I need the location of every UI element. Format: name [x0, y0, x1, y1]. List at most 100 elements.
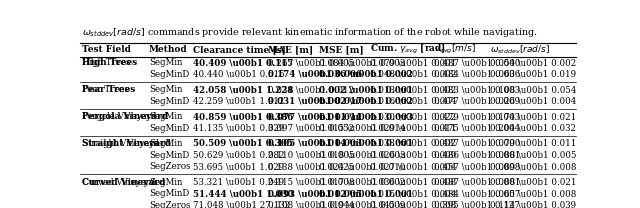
Text: High Trees: High Trees [82, 58, 131, 67]
Text: 40.440 \u00b1 0.515: 40.440 \u00b1 0.515 [193, 70, 284, 79]
Text: 0.065 \u00b1 0.008: 0.065 \u00b1 0.008 [490, 189, 576, 198]
Text: 0.024 \u00b1 0.010: 0.024 \u00b1 0.010 [319, 162, 406, 171]
Text: 0.013 \u00b1 0.002: 0.013 \u00b1 0.002 [370, 85, 456, 94]
Text: SegMinD: SegMinD [149, 124, 189, 133]
Text: Pergola Vineyard: Pergola Vineyard [82, 112, 157, 121]
Text: MSE [m]: MSE [m] [319, 45, 364, 54]
Text: 40.409 \u00b1 0.117: 40.409 \u00b1 0.117 [193, 58, 293, 67]
Text: 0.138 \u00b1 0.025: 0.138 \u00b1 0.025 [268, 162, 354, 171]
Text: 0.174 \u00b1 0.006: 0.174 \u00b1 0.006 [268, 70, 362, 79]
Text: 0.045 \u00b1 0.008: 0.045 \u00b1 0.008 [370, 201, 456, 208]
Text: 0.002 \u00b1 0.001: 0.002 \u00b1 0.001 [319, 85, 413, 94]
Text: 0.486 \u00b1 0.001: 0.486 \u00b1 0.001 [434, 151, 520, 160]
Text: 40.859 \u00b1 0.386: 40.859 \u00b1 0.386 [193, 112, 293, 121]
Text: 0.108 \u00b1 0.054: 0.108 \u00b1 0.054 [490, 85, 576, 94]
Text: 0.487 \u00b1 0.000: 0.487 \u00b1 0.000 [434, 58, 520, 67]
Text: 0.033 \u00b1 0.002: 0.033 \u00b1 0.002 [370, 139, 456, 148]
Text: 0.015 \u00b1 0.014: 0.015 \u00b1 0.014 [319, 124, 406, 133]
Text: 42.058 \u00b1 1.228: 42.058 \u00b1 1.228 [193, 85, 293, 94]
Text: 0.029 \u00b1 0.011: 0.029 \u00b1 0.011 [370, 124, 456, 133]
Text: 0.016 \u00b1 0.004: 0.016 \u00b1 0.004 [370, 97, 456, 106]
Text: SegMin: SegMin [149, 85, 182, 94]
Text: $\omega_{stddev}[rad/s]$ commands provide relevant kinematic information of the : $\omega_{stddev}[rad/s]$ commands provid… [83, 26, 538, 39]
Text: 0.110 \u00b1 0.005: 0.110 \u00b1 0.005 [268, 151, 355, 160]
Text: 0.114 \u00b1 0.039: 0.114 \u00b1 0.039 [490, 201, 576, 208]
Text: 0.475 \u00b1 0.004: 0.475 \u00b1 0.004 [434, 124, 520, 133]
Text: 0.079 \u00b1 0.001: 0.079 \u00b1 0.001 [370, 58, 456, 67]
Text: 0.487 \u00b1 0.000: 0.487 \u00b1 0.000 [434, 139, 520, 148]
Text: 0.030 \u00b1 0.022: 0.030 \u00b1 0.022 [370, 112, 456, 121]
Text: 0.088 \u00b1 0.005: 0.088 \u00b1 0.005 [490, 151, 576, 160]
Text: 51.444 \u00b1 1.030: 51.444 \u00b1 1.030 [193, 189, 293, 198]
Text: SegZeros: SegZeros [149, 201, 191, 208]
Text: SegMinD: SegMinD [149, 189, 189, 198]
Text: 0.483 \u00b1 0.003: 0.483 \u00b1 0.003 [434, 85, 520, 94]
Text: 0.027 \u00b1 0.004: 0.027 \u00b1 0.004 [370, 162, 456, 171]
Text: 0.108 \u00b1 0.044: 0.108 \u00b1 0.044 [268, 201, 355, 208]
Text: 0.484 \u00b1 0.007: 0.484 \u00b1 0.007 [434, 189, 520, 198]
Text: SegMin: SegMin [149, 139, 182, 148]
Text: SegMin: SegMin [149, 58, 182, 67]
Text: 0.036 \u00b1 0.008: 0.036 \u00b1 0.008 [370, 178, 456, 187]
Text: 0.015 \u00b1 0.004: 0.015 \u00b1 0.004 [370, 189, 456, 198]
Text: 0.089 \u00b1 0.008: 0.089 \u00b1 0.008 [490, 162, 576, 171]
Text: 42.259 \u00b1 1.912: 42.259 \u00b1 1.912 [193, 97, 284, 106]
Text: 0.115 \u00b1 0.008: 0.115 \u00b1 0.008 [268, 178, 355, 187]
Text: 50.629 \u00b1 0.282: 50.629 \u00b1 0.282 [193, 151, 284, 160]
Text: 0.093 \u00b1 0.005: 0.093 \u00b1 0.005 [268, 189, 362, 198]
Text: 0.174 \u00b1 0.021: 0.174 \u00b1 0.021 [490, 112, 576, 121]
Text: 0.011 \u00b1 0.003: 0.011 \u00b1 0.003 [319, 112, 413, 121]
Text: Method: Method [149, 45, 188, 54]
Text: $v_{avg}[m/s]$: $v_{avg}[m/s]$ [434, 43, 476, 56]
Text: Curved Vineyard: Curved Vineyard [82, 178, 165, 187]
Text: 0.063 \u00b1 0.019: 0.063 \u00b1 0.019 [490, 70, 576, 79]
Text: 71.048 \u00b1 27.132: 71.048 \u00b1 27.132 [193, 201, 289, 208]
Text: 0.204 \u00b1 0.032: 0.204 \u00b1 0.032 [490, 124, 576, 133]
Text: 0.017 \u00b1 0.002: 0.017 \u00b1 0.002 [319, 178, 406, 187]
Text: Pear Trees: Pear Trees [82, 85, 135, 94]
Text: 0.477 \u00b1 0.009: 0.477 \u00b1 0.009 [434, 97, 520, 106]
Text: Pear Trees: Pear Trees [82, 85, 129, 94]
Text: 53.695 \u00b1 1.029: 53.695 \u00b1 1.029 [193, 162, 284, 171]
Text: 0.484 \u00b1 0.006: 0.484 \u00b1 0.006 [434, 70, 520, 79]
Text: 0.097 \u00b1 0.052: 0.097 \u00b1 0.052 [268, 124, 354, 133]
Text: 0.002 \u00b1 0.002: 0.002 \u00b1 0.002 [319, 97, 413, 106]
Text: 0.077 \u00b1 0.011: 0.077 \u00b1 0.011 [268, 112, 362, 121]
Text: 0.457 \u00b1 0.008: 0.457 \u00b1 0.008 [434, 162, 520, 171]
Text: SegMinD: SegMinD [149, 70, 189, 79]
Text: SegZeros: SegZeros [149, 162, 191, 171]
Text: 0.079 \u00b1 0.011: 0.079 \u00b1 0.011 [490, 139, 576, 148]
Text: Straight Vineyard: Straight Vineyard [82, 139, 159, 148]
Text: 53.321 \u00b1 0.249: 53.321 \u00b1 0.249 [193, 178, 284, 187]
Text: 0.088 \u00b1 0.021: 0.088 \u00b1 0.021 [490, 178, 576, 187]
Text: 0.036 \u00b1 0.002: 0.036 \u00b1 0.002 [319, 70, 413, 79]
Text: 0.014 \u00b1 0.001: 0.014 \u00b1 0.001 [319, 139, 413, 148]
Text: 0.054 \u00b1 0.002: 0.054 \u00b1 0.002 [490, 58, 576, 67]
Text: 0.019 \u00b1 0.009: 0.019 \u00b1 0.009 [319, 201, 406, 208]
Text: Curved Vineyard: Curved Vineyard [82, 178, 155, 187]
Text: 0.487 \u00b1 0.001: 0.487 \u00b1 0.001 [434, 178, 520, 187]
Text: SegMinD: SegMinD [149, 151, 189, 160]
Text: Pergola Vineyard: Pergola Vineyard [82, 112, 168, 121]
Text: SegMin: SegMin [149, 178, 182, 187]
Text: Clearance time [s]: Clearance time [s] [193, 45, 285, 54]
Text: 0.265 \u00b1 0.005: 0.265 \u00b1 0.005 [268, 58, 354, 67]
Text: High Trees: High Trees [82, 58, 137, 67]
Text: 41.135 \u00b1 0.329: 41.135 \u00b1 0.329 [193, 124, 284, 133]
Text: Test Field: Test Field [82, 45, 131, 54]
Text: Straight Vineyard: Straight Vineyard [82, 139, 171, 148]
Text: 0.105 \u00b1 0.003: 0.105 \u00b1 0.003 [268, 139, 362, 148]
Text: Cum. $\gamma_{avg}$ [rad]: Cum. $\gamma_{avg}$ [rad] [370, 43, 446, 56]
Text: SegMin: SegMin [149, 112, 182, 121]
Text: 0.084 \u00b1 0.003: 0.084 \u00b1 0.003 [319, 58, 405, 67]
Text: SegMinD: SegMinD [149, 97, 189, 106]
Text: 0.479 \u00b1 0.003: 0.479 \u00b1 0.003 [434, 112, 520, 121]
Text: $\omega_{stddev}[rad/s]$: $\omega_{stddev}[rad/s]$ [490, 43, 550, 56]
Text: 0.018 \u00b1 0.003: 0.018 \u00b1 0.003 [319, 151, 406, 160]
Text: 0.012 \u00b1 0.001: 0.012 \u00b1 0.001 [319, 189, 413, 198]
Text: MAE [m]: MAE [m] [268, 45, 313, 54]
Text: 0.034 \u00b1 0.012: 0.034 \u00b1 0.012 [268, 85, 354, 94]
Text: 0.031 \u00b1 0.017: 0.031 \u00b1 0.017 [268, 97, 362, 106]
Text: 0.026 \u00b1 0.004: 0.026 \u00b1 0.004 [490, 97, 576, 106]
Text: 0.395 \u00b1 0.127: 0.395 \u00b1 0.127 [434, 201, 520, 208]
